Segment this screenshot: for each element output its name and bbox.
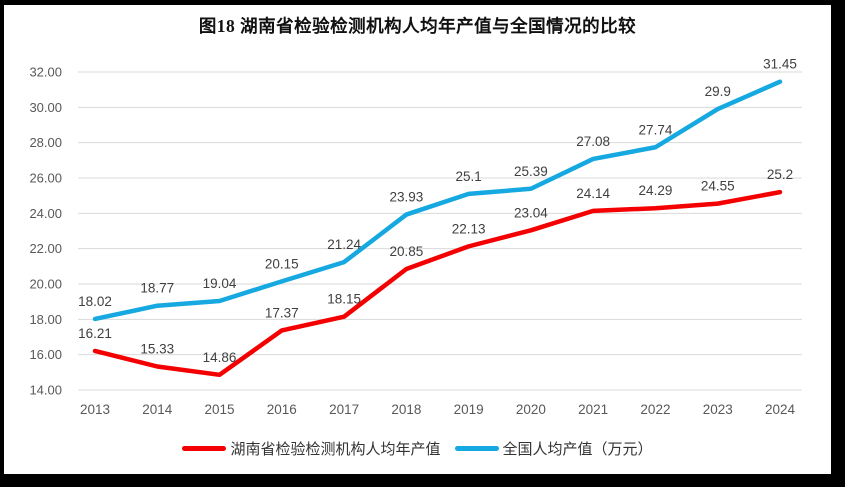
chart-page: 图18 湖南省检验检测机构人均年产值与全国情况的比较 14.00 16.00 18.… — [4, 5, 831, 474]
y-tick-label: 28.00 — [29, 135, 62, 150]
x-tick-label: 2013 — [80, 402, 110, 417]
legend-marker-national-line — [454, 446, 499, 451]
data-label: 24.55 — [701, 179, 735, 194]
data-label: 20.15 — [265, 256, 299, 271]
y-tick-label: 16.00 — [29, 347, 62, 362]
data-label: 29.9 — [705, 84, 731, 99]
data-label: 25.2 — [767, 167, 793, 182]
legend-label-national: 全国人均产值（万元） — [502, 442, 653, 458]
x-tick-label: 2024 — [765, 402, 796, 417]
y-tick-label: 30.00 — [29, 100, 62, 115]
x-tick-label: 2019 — [454, 402, 484, 417]
data-label: 17.37 — [265, 305, 299, 320]
data-label: 18.77 — [140, 281, 174, 296]
data-label: 23.93 — [389, 190, 423, 205]
x-tick-label: 2015 — [205, 402, 235, 417]
legend-label-hunan: 湖南省检验检测机构人均年产值 — [230, 442, 441, 458]
x-tick-label: 2022 — [640, 402, 670, 417]
x-tick-label: 2016 — [267, 402, 297, 417]
y-tick-label: 24.00 — [29, 206, 62, 221]
x-tick-label: 2018 — [391, 402, 421, 417]
data-label: 20.85 — [389, 244, 423, 259]
y-tick-label: 18.00 — [29, 312, 62, 327]
data-label: 19.04 — [203, 276, 237, 291]
chart-title: 图18 湖南省检验检测机构人均年产值与全国情况的比较 — [198, 16, 637, 36]
data-label: 25.1 — [455, 169, 481, 184]
data-label: 24.29 — [639, 183, 673, 198]
data-label: 18.02 — [78, 294, 112, 309]
legend-marker-hunan-line — [182, 446, 227, 451]
legend: 湖南省检验检测机构人均年产值 全国人均产值（万元） — [4, 438, 831, 459]
data-label: 27.74 — [639, 122, 673, 137]
y-tick-label: 26.00 — [29, 171, 62, 186]
data-label: 16.21 — [78, 326, 112, 341]
data-label: 18.15 — [327, 292, 361, 307]
x-tick-label: 2014 — [142, 402, 173, 417]
line-chart-plot: 14.00 16.00 18.00 20.00 22.00 24.00 26.00 28.00… — [29, 57, 802, 417]
data-label: 31.45 — [763, 57, 797, 72]
x-tick-label: 2020 — [516, 402, 546, 417]
y-tick-label: 14.00 — [29, 383, 62, 398]
data-label: 14.86 — [203, 350, 237, 365]
x-tick-label: 2021 — [578, 402, 608, 417]
y-tick-label: 20.00 — [29, 277, 62, 292]
data-label: 27.08 — [576, 134, 610, 149]
x-tick-label: 2017 — [329, 402, 359, 417]
series-line-1 — [92, 79, 783, 322]
data-label: 21.24 — [327, 237, 361, 252]
series-line-0 — [92, 189, 783, 378]
data-label: 25.39 — [514, 164, 548, 179]
data-label: 15.33 — [140, 342, 174, 357]
y-tick-label: 32.00 — [29, 65, 62, 80]
data-label: 23.04 — [514, 205, 548, 220]
data-label: 22.13 — [452, 221, 486, 236]
y-tick-label: 22.00 — [29, 241, 62, 256]
data-label: 24.14 — [576, 186, 610, 201]
x-tick-label: 2023 — [703, 402, 733, 417]
